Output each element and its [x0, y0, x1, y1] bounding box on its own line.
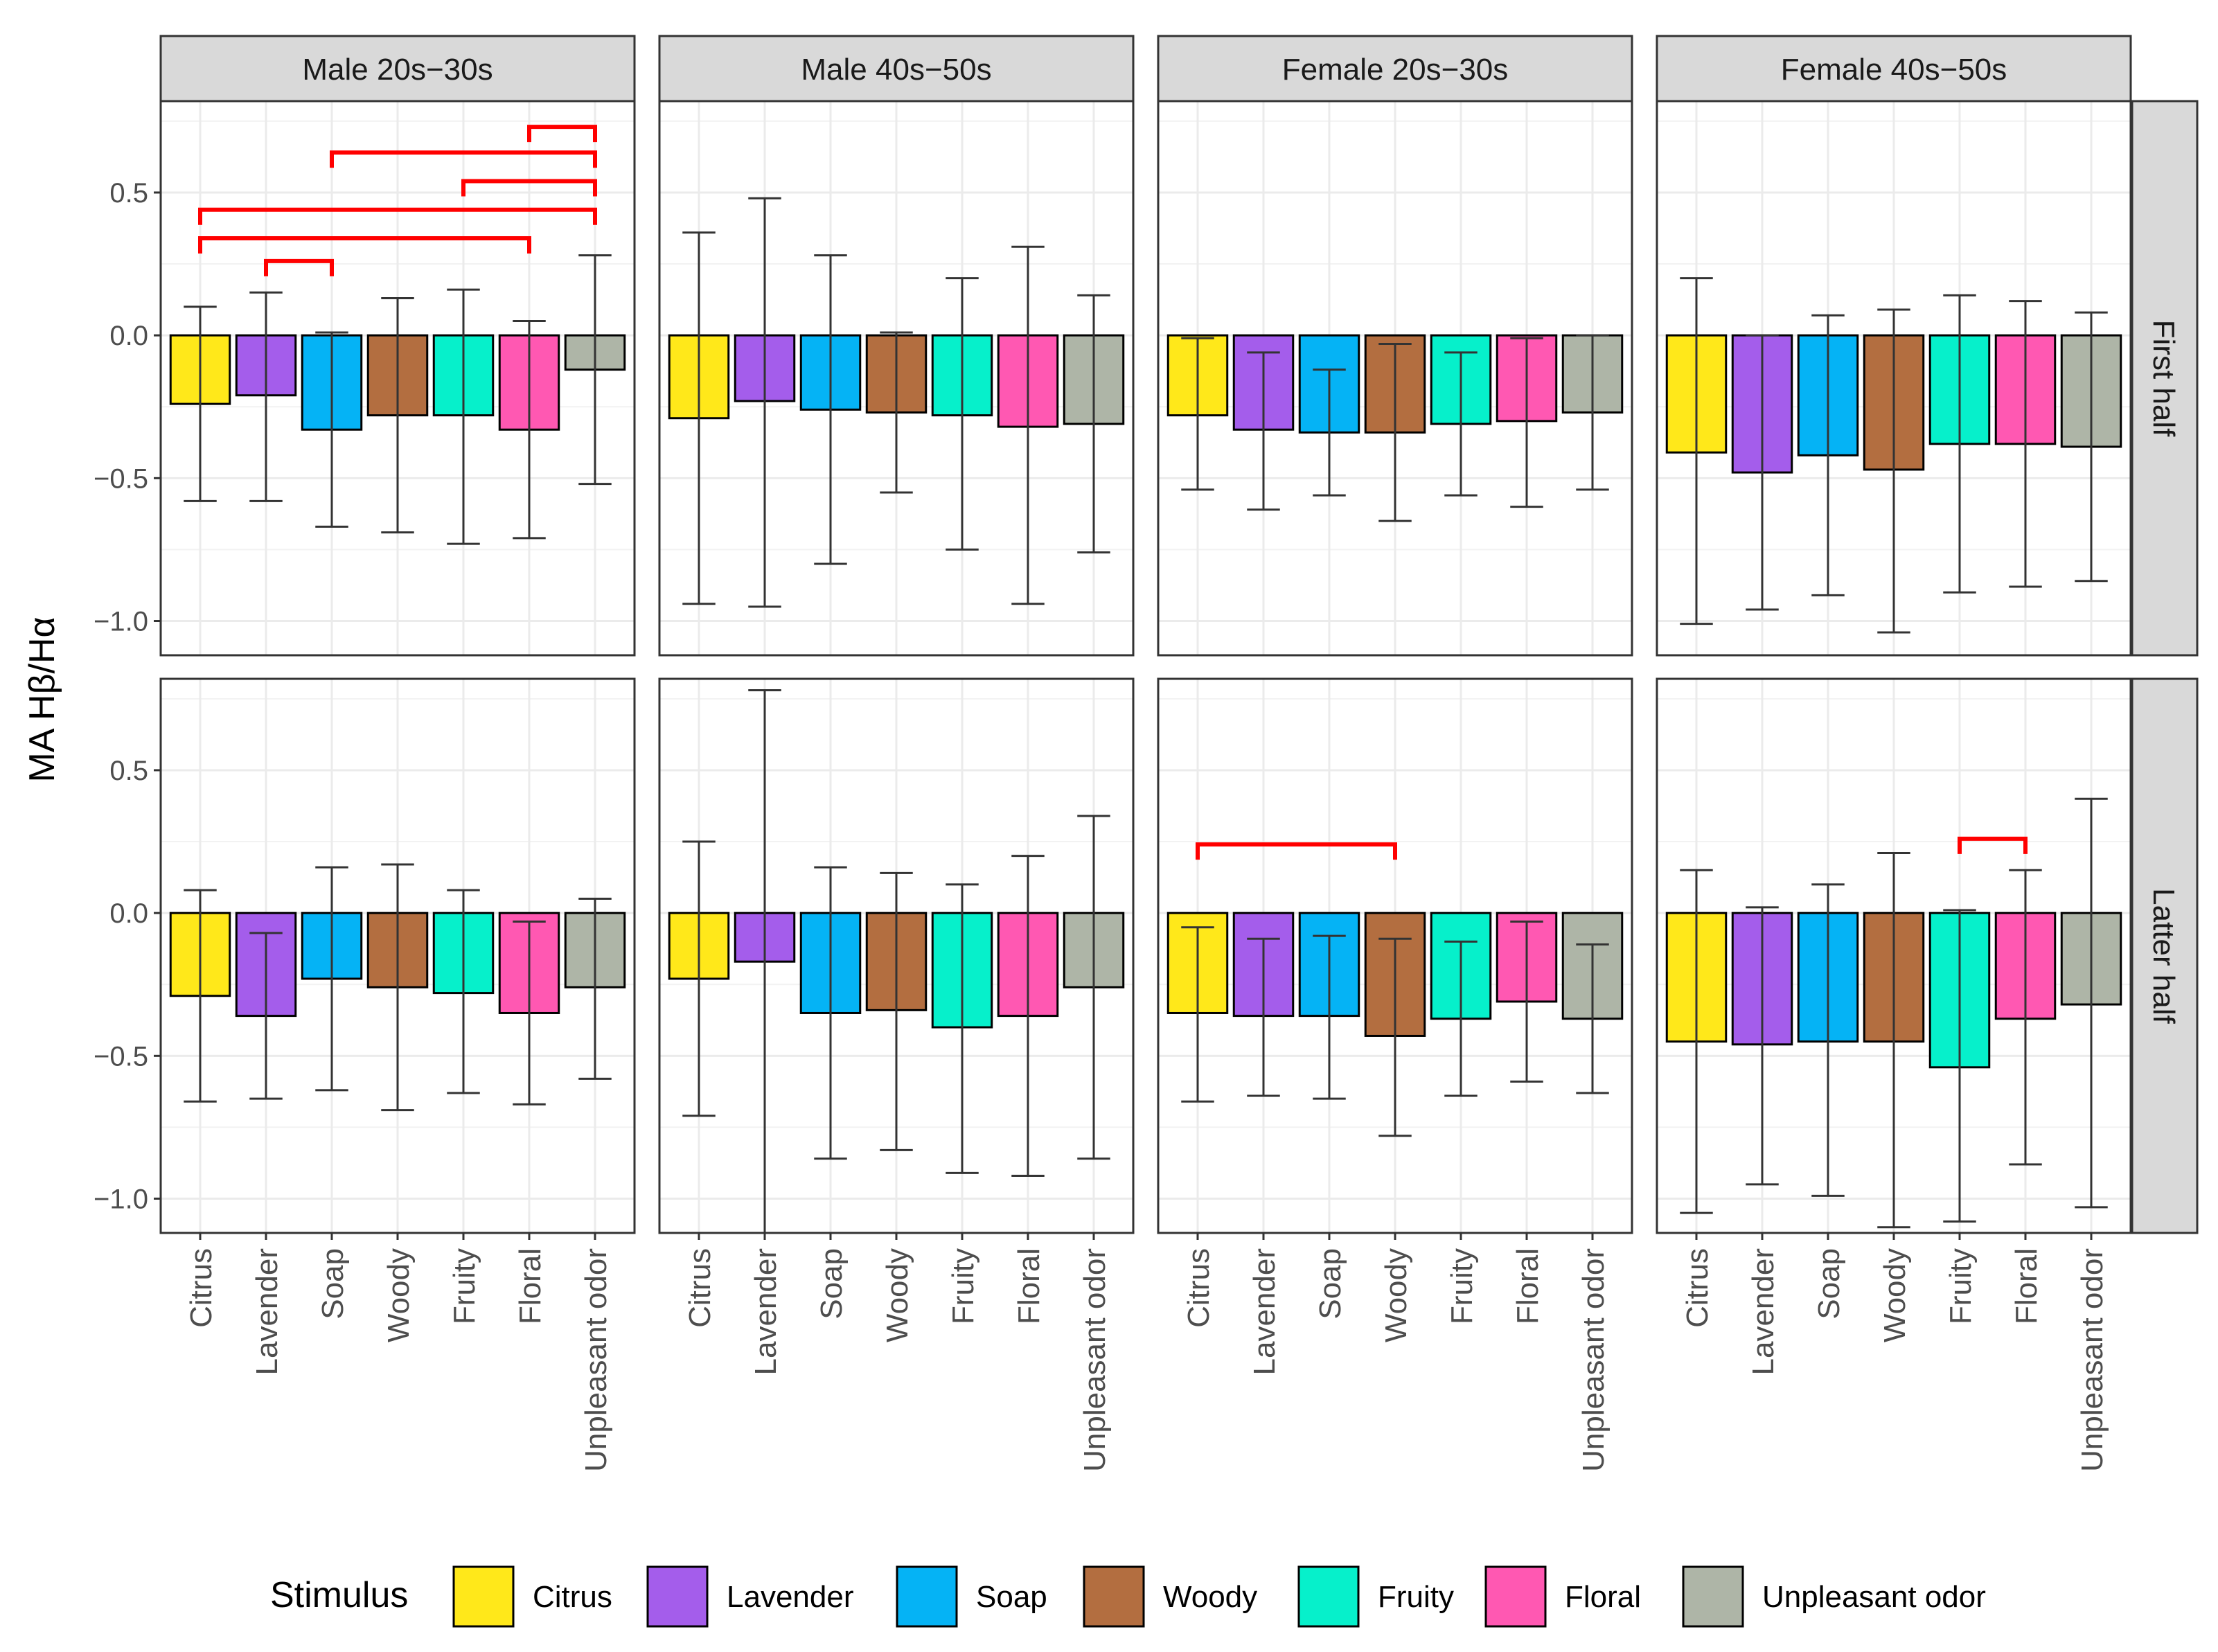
y-tick-label: 0.0 — [109, 321, 148, 351]
significance-bracket — [198, 207, 597, 225]
legend-item-label: Unpleasant odor — [1762, 1580, 1986, 1614]
x-tick-label: Unpleasant odor — [579, 1248, 613, 1472]
significance-bracket — [461, 179, 597, 197]
x-tick-label: Fruity — [946, 1248, 980, 1324]
legend-swatch — [1484, 1565, 1547, 1628]
y-tick-label: 0.5 — [109, 178, 148, 208]
x-tick-label: Unpleasant odor — [1078, 1248, 1112, 1472]
x-tick-label: Soap — [1313, 1248, 1347, 1320]
x-tick-label: Woody — [382, 1248, 416, 1342]
row-strip-label: Latter half — [2147, 888, 2181, 1024]
column-strip — [658, 35, 1135, 103]
significance-bracket — [1958, 836, 2028, 854]
x-tick-label: Floral — [513, 1248, 547, 1324]
x-tick-label: Soap — [316, 1248, 350, 1320]
y-tick-label: 0.5 — [109, 756, 148, 786]
legend-swatch — [646, 1565, 709, 1628]
row-strip — [2131, 100, 2199, 657]
x-tick-label: Fruity — [1944, 1248, 1978, 1324]
column-strip-label: Male 20s−30s — [302, 53, 493, 87]
bar-layer — [169, 125, 2122, 1234]
legend-item-label: Floral — [1565, 1580, 1641, 1614]
legend-swatch — [1682, 1565, 1744, 1628]
legend-item-label: Soap — [976, 1580, 1047, 1614]
x-tick-label: Citrus — [1182, 1248, 1216, 1328]
legend-item-label: Woody — [1163, 1580, 1257, 1614]
legend-swatch — [1297, 1565, 1360, 1628]
legend-title: Stimulus — [270, 1575, 408, 1615]
x-tick-label: Unpleasant odor — [2075, 1248, 2109, 1472]
legend: Stimulus Citrus Lavender Soap Woody Fruity Fl… — [270, 1565, 1986, 1628]
x-tick-label: Unpleasant odor — [1577, 1248, 1611, 1472]
column-strip-label: Female 40s−50s — [1781, 53, 2007, 87]
significance-bracket — [1196, 842, 1397, 860]
x-tick-label: Citrus — [1680, 1248, 1714, 1328]
x-tick-label: Lavender — [1248, 1248, 1281, 1375]
significance-bracket — [198, 236, 531, 254]
column-strip — [1157, 35, 1633, 103]
legend-swatch — [1083, 1565, 1145, 1628]
column-strip — [159, 35, 636, 103]
x-tick-label: Citrus — [184, 1248, 218, 1328]
x-tick-label: Lavender — [250, 1248, 284, 1375]
y-tick-label: −1.0 — [94, 1184, 148, 1215]
legend-swatch — [452, 1565, 515, 1628]
y-axis-label: MA Hβ/Hα — [22, 616, 62, 782]
x-tick-label: Floral — [1511, 1248, 1545, 1324]
row-strip-label: First half — [2147, 320, 2181, 437]
strip-labels: Male 20s−30s Male 40s−50s Female 20s−30s Fe… — [159, 35, 2199, 1234]
significance-bracket — [527, 125, 597, 143]
column-strip-label: Male 40s−50s — [801, 53, 991, 87]
y-tick-label: 0.0 — [109, 898, 148, 929]
column-strip-label: Female 20s−30s — [1282, 53, 1509, 87]
y-tick-label: −0.5 — [94, 1041, 148, 1072]
x-tick-label: Lavender — [749, 1248, 783, 1375]
significance-bracket — [330, 150, 597, 168]
row-strip — [2131, 677, 2199, 1234]
y-tick-label: −0.5 — [94, 463, 148, 494]
x-tick-label: Fruity — [1445, 1248, 1479, 1324]
x-tick-label: Soap — [1812, 1248, 1846, 1320]
x-tick-label: Woody — [1379, 1248, 1413, 1342]
column-strip — [1656, 35, 2132, 103]
x-tick-label: Citrus — [683, 1248, 717, 1328]
x-tick-label: Fruity — [447, 1248, 481, 1324]
significance-bracket — [264, 258, 334, 276]
x-tick-label: Floral — [2009, 1248, 2043, 1324]
gridlines — [161, 101, 2131, 1233]
x-tick-label: Lavender — [1746, 1248, 1780, 1375]
legend-item-label: Fruity — [1378, 1580, 1454, 1614]
x-tick-label: Soap — [815, 1248, 849, 1320]
legend-item-label: Lavender — [727, 1580, 853, 1614]
x-tick-label: Woody — [880, 1248, 914, 1342]
x-tick-label: Woody — [1878, 1248, 1912, 1342]
axes: 0.5 0.0 −0.5 −1.0 0.5 0.0 −0.5 −1.0 Citrus Lavend… — [94, 178, 2109, 1472]
legend-item-label: Citrus — [533, 1580, 612, 1614]
x-tick-label: Floral — [1012, 1248, 1046, 1324]
legend-swatch — [896, 1565, 958, 1628]
y-tick-label: −1.0 — [94, 607, 148, 637]
